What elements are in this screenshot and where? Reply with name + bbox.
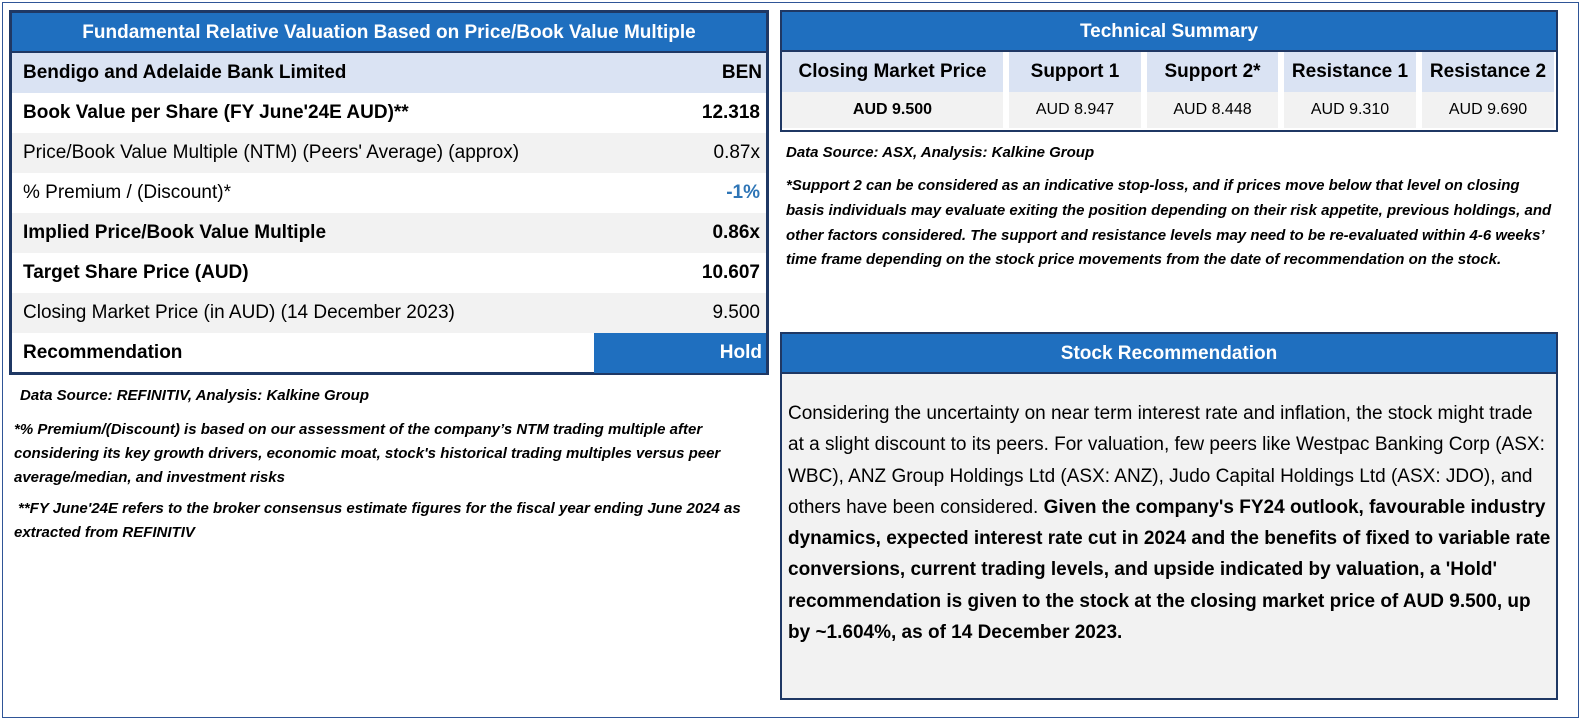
- recommendation-text: Considering the uncertainty on near term…: [788, 403, 1545, 518]
- recommendation-label: Recommendation: [23, 342, 183, 363]
- technical-summary: Technical Summary Closing Market Price A…: [780, 10, 1558, 132]
- tech-col-support1: Support 1 AUD 8.947: [1009, 52, 1141, 130]
- tech-header-cell: Resistance 1: [1284, 52, 1416, 92]
- row-book-value: Book Value per Share (FY June'24E AUD)**…: [12, 93, 766, 133]
- row-label: Target Share Price (AUD): [23, 262, 249, 283]
- recommendation-body: Considering the uncertainty on near term…: [782, 374, 1556, 648]
- tech-header-cell: Support 2*: [1147, 52, 1278, 92]
- tech-value-cell: AUD 8.947: [1009, 92, 1141, 128]
- row-label: Book Value per Share (FY June'24E AUD)**: [23, 102, 409, 123]
- row-pb-multiple: Price/Book Value Multiple (NTM) (Peers' …: [12, 133, 766, 173]
- technical-source: Data Source: ASX, Analysis: Kalkine Grou…: [786, 144, 1095, 161]
- row-premium-discount: % Premium / (Discount)* -1%: [12, 173, 766, 213]
- tech-col-resistance1: Resistance 1 AUD 9.310: [1284, 52, 1416, 130]
- technical-grid: Closing Market Price AUD 9.500 Support 1…: [782, 52, 1556, 130]
- valuation-note-fy: **FY June'24E refers to the broker conse…: [14, 500, 741, 541]
- valuation-title: Fundamental Relative Valuation Based on …: [12, 13, 766, 53]
- tech-value-cell: AUD 9.310: [1284, 92, 1416, 128]
- technical-note: *Support 2 can be considered as an indic…: [786, 177, 1552, 269]
- row-closing-price: Closing Market Price (in AUD) (14 Decemb…: [12, 293, 766, 333]
- row-value: -1%: [726, 182, 760, 203]
- tech-col-closing: Closing Market Price AUD 9.500: [782, 52, 1003, 130]
- recommendation-value: Hold: [594, 333, 766, 373]
- row-implied-multiple: Implied Price/Book Value Multiple 0.86x: [12, 213, 766, 253]
- valuation-note-premium: *% Premium/(Discount) is based on our as…: [14, 421, 721, 486]
- tech-header-cell: Support 1: [1009, 52, 1141, 92]
- tech-col-support2: Support 2* AUD 8.448: [1147, 52, 1278, 130]
- valuation-source: Data Source: REFINITIV, Analysis: Kalkin…: [20, 387, 369, 404]
- row-value: 9.500: [712, 302, 760, 323]
- valuation-table: Fundamental Relative Valuation Based on …: [9, 10, 769, 375]
- tech-value-cell: AUD 9.500: [782, 92, 1003, 128]
- tech-col-resistance2: Resistance 2 AUD 9.690: [1422, 52, 1554, 130]
- row-recommendation: Recommendation Hold: [12, 333, 766, 373]
- company-name: Bendigo and Adelaide Bank Limited: [23, 62, 347, 83]
- row-value: 0.87x: [713, 142, 760, 163]
- tech-header-cell: Resistance 2: [1422, 52, 1554, 92]
- tech-header-cell: Closing Market Price: [782, 52, 1003, 92]
- row-label: Implied Price/Book Value Multiple: [23, 222, 327, 243]
- row-target-price: Target Share Price (AUD) 10.607: [12, 253, 766, 293]
- technical-title: Technical Summary: [782, 12, 1556, 52]
- row-value: 10.607: [701, 262, 760, 283]
- row-value: 12.318: [701, 102, 760, 123]
- row-label: Price/Book Value Multiple (NTM) (Peers' …: [23, 142, 520, 163]
- recommendation-title: Stock Recommendation: [782, 334, 1556, 374]
- row-value: 0.86x: [712, 222, 760, 243]
- row-label: % Premium / (Discount)*: [23, 182, 231, 203]
- row-label: Closing Market Price (in AUD) (14 Decemb…: [23, 302, 455, 323]
- stock-recommendation: Stock Recommendation Considering the unc…: [780, 332, 1558, 700]
- tech-value-cell: AUD 8.448: [1147, 92, 1278, 128]
- recommendation-text-bold: Given the company's FY24 outlook, favour…: [788, 496, 1551, 644]
- ticker: BEN: [721, 62, 762, 83]
- company-row: Bendigo and Adelaide Bank Limited BEN: [12, 53, 766, 93]
- tech-value-cell: AUD 9.690: [1422, 92, 1554, 128]
